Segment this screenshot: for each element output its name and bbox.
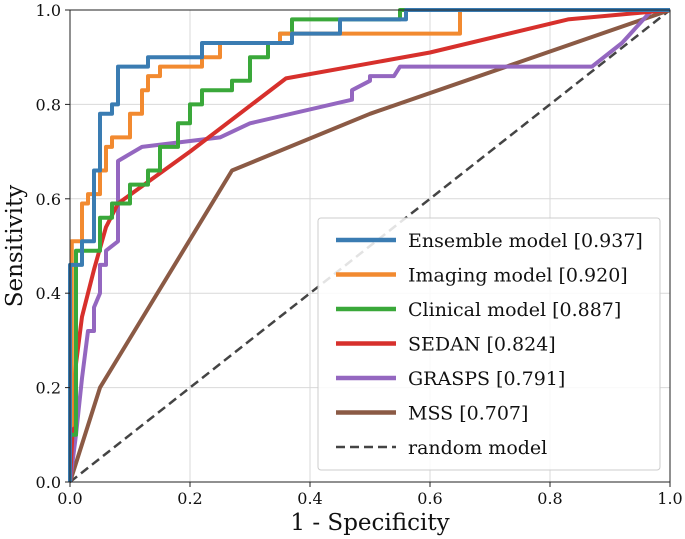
plot-frame: [69, 9, 671, 483]
legend-label-clinical-model: Clinical model [0.887]: [408, 299, 621, 321]
y-axis-label: Sensitivity: [2, 185, 28, 308]
y-tick-label: 0.8: [36, 95, 61, 114]
x-tick-label: 0.0: [57, 489, 82, 508]
y-tick-label: 0.2: [36, 379, 61, 398]
y-tick-label: 0.4: [36, 284, 61, 303]
legend-label-mss: MSS [0.707]: [408, 403, 528, 425]
legend-label-imaging-model: Imaging model [0.920]: [408, 265, 628, 287]
y-tick-label: 0.0: [36, 473, 61, 492]
legend-label-sedan: SEDAN [0.824]: [408, 334, 556, 356]
x-axis-label: 1 - Specificity: [290, 510, 449, 536]
y-tick-label: 1.0: [36, 1, 61, 20]
legend: Ensemble model [0.937] Imaging model [0.9…: [317, 217, 661, 471]
x-tick-label: 0.4: [297, 489, 322, 508]
legend-label-random-model: random model: [408, 437, 547, 459]
legend-label-grasps: GRASPS [0.791]: [408, 368, 565, 390]
series-line-ensemble-model: [68, 8, 670, 482]
x-tick-label: 0.2: [177, 489, 202, 508]
y-tick-label: 0.6: [36, 190, 61, 209]
x-tick-label: 0.8: [537, 489, 562, 508]
x-tick-label: 1.0: [657, 489, 682, 508]
series-line-grasps: [68, 8, 670, 483]
legend-box: [317, 217, 661, 471]
legend-label-ensemble-model: Ensemble model [0.937]: [408, 230, 643, 252]
series-line-mss: [68, 8, 671, 483]
x-tick-label: 0.6: [417, 489, 442, 508]
ticks: 0.0 0.2 0.4 0.6 0.8 1.0 0.0 0.2 0.4 0.6 0.8 1.0: [36, 1, 683, 508]
